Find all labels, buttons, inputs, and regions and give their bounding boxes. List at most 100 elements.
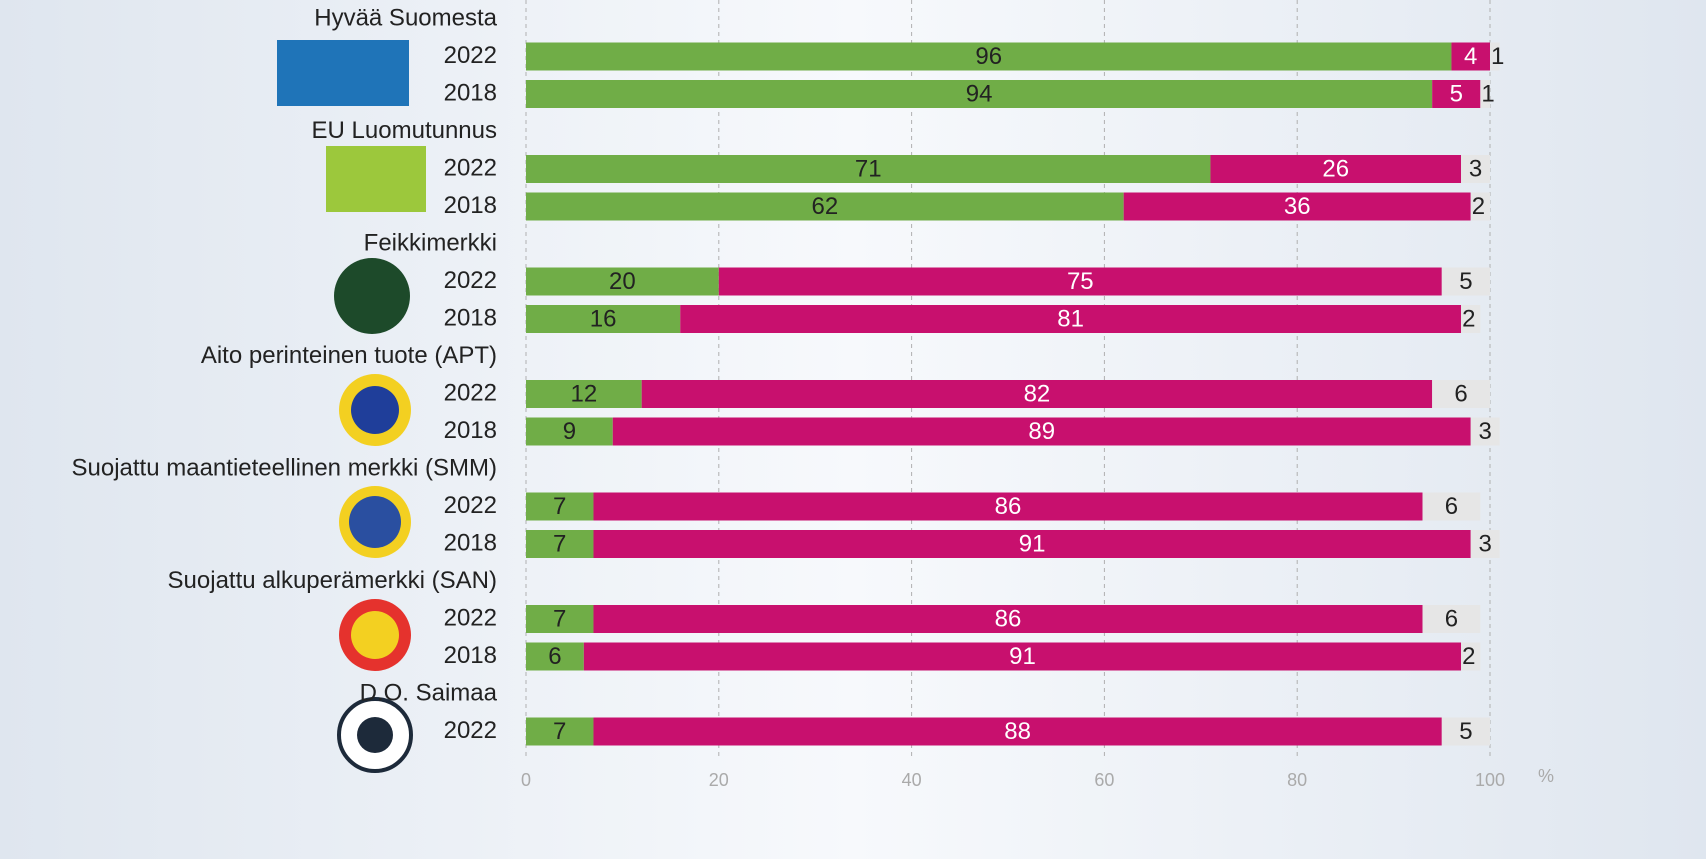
bar-segment — [1480, 80, 1490, 108]
bar-segment — [526, 492, 594, 521]
bar-segment — [526, 155, 1211, 183]
logo — [277, 40, 409, 106]
bar-segment — [1461, 305, 1481, 333]
x-tick-label: 60 — [1094, 770, 1114, 790]
data-label: 2 — [1472, 193, 1485, 220]
bar-segment — [1490, 42, 1500, 71]
bar-segment — [526, 605, 594, 633]
bar-segment — [1451, 42, 1490, 71]
data-label: 6 — [1445, 605, 1458, 632]
data-label: 89 — [1028, 418, 1055, 445]
data-label: 81 — [1057, 305, 1084, 332]
bar-segment — [583, 642, 1462, 671]
category-label: 2022 — [444, 42, 497, 69]
data-label: 71 — [855, 155, 882, 182]
bar-segment — [526, 80, 1433, 108]
data-label: 16 — [590, 305, 617, 332]
category-label: 2018 — [444, 192, 497, 219]
bar-segment — [526, 717, 594, 746]
bar-segment — [1461, 155, 1490, 183]
bar-segment — [593, 717, 1442, 746]
data-label: 86 — [995, 605, 1022, 632]
bar-segment — [593, 605, 1423, 633]
bar-segment — [526, 642, 584, 671]
bar-segment — [1470, 417, 1500, 446]
bar-segment — [1441, 717, 1490, 746]
group-label: Aito perinteinen tuote (APT) — [201, 342, 497, 369]
data-label: 6 — [1445, 493, 1458, 520]
group-label: Feikkimerkki — [364, 229, 497, 256]
bar-segment — [612, 417, 1471, 446]
data-label: 82 — [1024, 380, 1051, 407]
logo — [351, 611, 399, 659]
data-label: 20 — [609, 268, 636, 295]
category-label: 2018 — [444, 79, 497, 106]
bar-segment — [1432, 380, 1490, 408]
x-tick-label: 20 — [709, 770, 729, 790]
logo — [349, 496, 401, 548]
group-label: Hyvää Suomesta — [314, 4, 497, 31]
data-label: 3 — [1479, 418, 1492, 445]
bars — [526, 42, 1500, 746]
bar-segment — [526, 267, 719, 296]
data-label: 1 — [1481, 80, 1494, 107]
bar-segment — [1123, 192, 1471, 221]
category-label: 2018 — [444, 417, 497, 444]
logo — [326, 146, 426, 212]
data-label: 5 — [1459, 718, 1472, 745]
data-label: 1 — [1491, 43, 1504, 70]
bar-segment — [526, 42, 1452, 71]
group-label: EU Luomutunnus — [312, 117, 497, 144]
bar-segment — [1470, 192, 1490, 221]
data-label: 6 — [548, 643, 561, 670]
bar-segment — [1432, 80, 1481, 108]
data-label: 26 — [1322, 155, 1349, 182]
data-label: 7 — [553, 493, 566, 520]
category-label: 2022 — [444, 379, 497, 406]
bar-segment — [1441, 267, 1490, 296]
bar-segment — [526, 417, 613, 446]
category-label: 2022 — [444, 604, 497, 631]
category-label: 2022 — [444, 492, 497, 519]
group-label: Suojattu alkuperämerkki (SAN) — [168, 567, 497, 594]
bar-segment — [526, 192, 1124, 221]
x-tick-label: 40 — [902, 770, 922, 790]
bar-segment — [1210, 155, 1462, 183]
category-label: 2022 — [444, 717, 497, 744]
data-label: 2 — [1462, 305, 1475, 332]
data-label: 7 — [553, 530, 566, 557]
logo — [351, 386, 399, 434]
x-tick-label: 0 — [521, 770, 531, 790]
bar-segment — [526, 380, 642, 408]
data-label: 36 — [1284, 193, 1311, 220]
category-label: 2018 — [444, 642, 497, 669]
data-label: 4 — [1464, 43, 1477, 70]
data-label: 86 — [995, 493, 1022, 520]
data-label: 94 — [966, 80, 993, 107]
logo — [357, 717, 393, 753]
bar-segment — [526, 530, 594, 558]
bar-segment — [526, 305, 681, 333]
group-label: D.O. Saimaa — [360, 679, 498, 706]
category-label: 2018 — [444, 304, 497, 331]
category-label: 2022 — [444, 154, 497, 181]
data-label: 7 — [553, 718, 566, 745]
data-label: 96 — [975, 43, 1002, 70]
x-tick-label: 100 — [1475, 770, 1505, 790]
x-tick-label: 80 — [1287, 770, 1307, 790]
data-label: 88 — [1004, 718, 1031, 745]
logo — [334, 258, 410, 334]
x-unit: % — [1538, 766, 1554, 786]
data-label: 3 — [1479, 530, 1492, 557]
category-label: 2018 — [444, 529, 497, 556]
grid — [525, 0, 1491, 758]
bar-segment — [593, 492, 1423, 521]
bar-segment — [1470, 530, 1500, 558]
data-label: 91 — [1009, 643, 1036, 670]
data-label: 3 — [1469, 155, 1482, 182]
data-label: 6 — [1454, 380, 1467, 407]
data-label: 7 — [553, 605, 566, 632]
data-label: 5 — [1459, 268, 1472, 295]
